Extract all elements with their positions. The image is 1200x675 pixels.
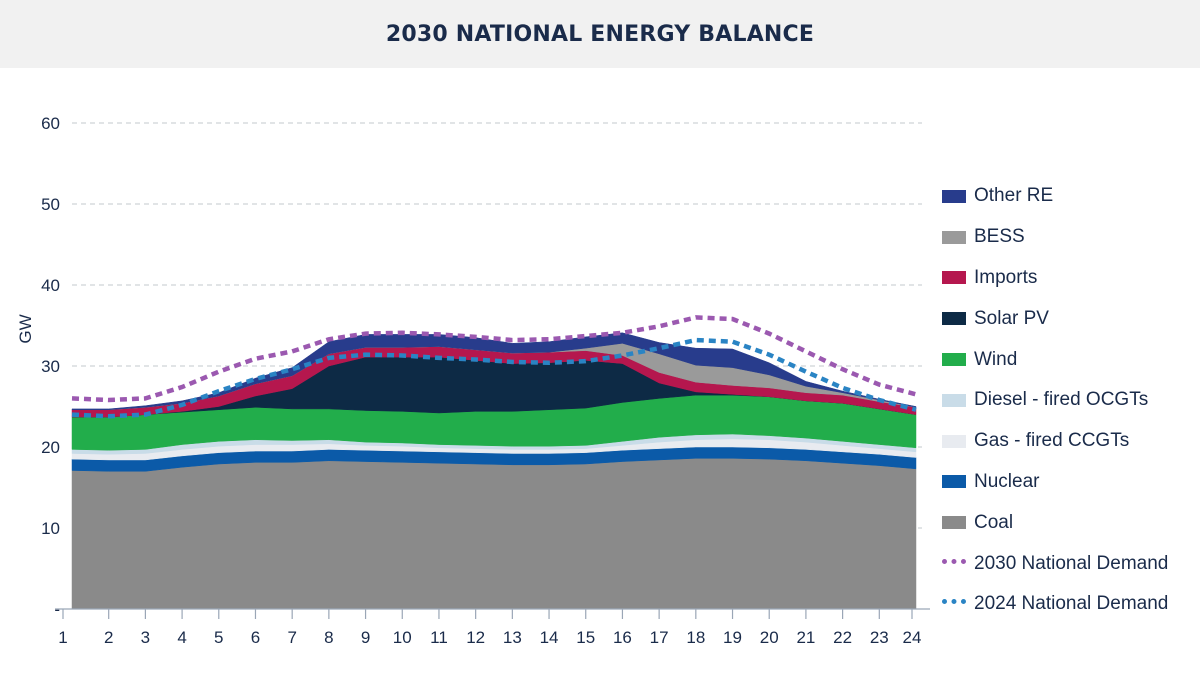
chart-header: 2030 NATIONAL ENERGY BALANCE [0,0,1200,68]
x-tick-label: 20 [760,628,779,647]
x-tick-label: 24 [903,628,922,647]
legend-swatch-wind [942,353,966,367]
legend-label-2030-demand: 2030 National Demand [974,552,1169,574]
legend-label-diesel-ocgt: Diesel - fired OCGTs [974,389,1149,411]
y-tick-label: - [54,600,60,619]
x-tick-label: 21 [796,628,815,647]
legend-swatch-coal [942,516,966,530]
x-tick-label: 12 [466,628,485,647]
legend-label-gas-ccgt: Gas - fired CCGTs [974,430,1130,452]
x-tick-label: 6 [251,628,260,647]
line-2024-national-demand [71,337,917,419]
x-tick-label: 18 [686,628,705,647]
chart-legend: Other RE BESS Imports Solar PV Wind Dies… [942,176,1200,625]
x-tick-label: 23 [870,628,889,647]
y-axis-label: GW [16,314,35,343]
chart-title: 2030 NATIONAL ENERGY BALANCE [385,21,815,47]
legend-item-2030-demand: 2030 National Demand [942,543,1200,584]
legend-swatch-imports [942,271,966,285]
legend-swatch-diesel-ocgt [942,393,966,407]
legend-swatch-nuclear [942,475,966,489]
legend-swatch-gas-ccgt [942,434,966,448]
x-tick-label: 22 [833,628,852,647]
x-tick-label: 9 [361,628,370,647]
legend-swatch-other-re [942,189,966,203]
x-tick-label: 7 [287,628,296,647]
x-tick-label: 3 [141,628,150,647]
x-tick-label: 4 [177,628,186,647]
legend-label-nuclear: Nuclear [974,470,1040,492]
x-tick-label: 11 [430,628,448,647]
legend-item-wind: Wind [942,339,1200,380]
y-tick-label: 60 [41,114,60,133]
legend-item-gas-ccgt: Gas - fired CCGTs [942,421,1200,462]
x-tick-label: 1 [58,628,67,647]
legend-item-other-re: Other RE [942,176,1200,217]
y-tick-label: 30 [41,357,60,376]
x-tick-label: 19 [723,628,742,647]
y-tick-label: 50 [41,195,60,214]
legend-label-bess: BESS [974,226,1025,248]
legend-item-coal: Coal [942,502,1200,543]
legend-label-solar-pv: Solar PV [974,307,1049,329]
legend-label-other-re: Other RE [974,185,1054,207]
x-tick-label: 15 [576,628,595,647]
x-tick-label: 8 [324,628,333,647]
legend-item-2024-demand: 2024 National Demand [942,584,1200,625]
energy-balance-chart: 1 2 3 4 5 6 7 8 9 10 11 12 13 14 15 16 17 18 19 20 21 22 23 24-… [16,114,930,647]
x-tick-label: 5 [214,628,223,647]
legend-item-bess: BESS [942,217,1200,258]
x-tick-label: 17 [650,628,669,647]
legend-label-imports: Imports [974,266,1038,288]
legend-item-nuclear: Nuclear [942,462,1200,503]
legend-label-coal: Coal [974,511,1014,533]
legend-label-wind: Wind [974,348,1018,370]
area-coal [71,458,917,610]
legend-item-imports: Imports [942,258,1200,299]
legend-item-solar-pv: Solar PV [942,298,1200,339]
x-tick-label: 13 [503,628,522,647]
x-tick-label: 2 [104,628,113,647]
x-tick-label: 10 [393,628,412,647]
legend-swatch-bess [942,230,966,244]
legend-item-diesel-ocgt: Diesel - fired OCGTs [942,380,1200,421]
legend-swatch-2030-demand [942,558,966,569]
legend-swatch-solar-pv [942,312,966,326]
y-tick-label: 40 [41,276,60,295]
x-tick-label: 14 [540,628,559,647]
y-tick-label: 20 [41,438,60,457]
line-2030-national-demand [71,315,917,403]
y-tick-label: 10 [41,519,60,538]
legend-swatch-2024-demand [942,599,966,609]
legend-label-2024-demand: 2024 National Demand [974,593,1169,615]
x-tick-label: 16 [613,628,632,647]
